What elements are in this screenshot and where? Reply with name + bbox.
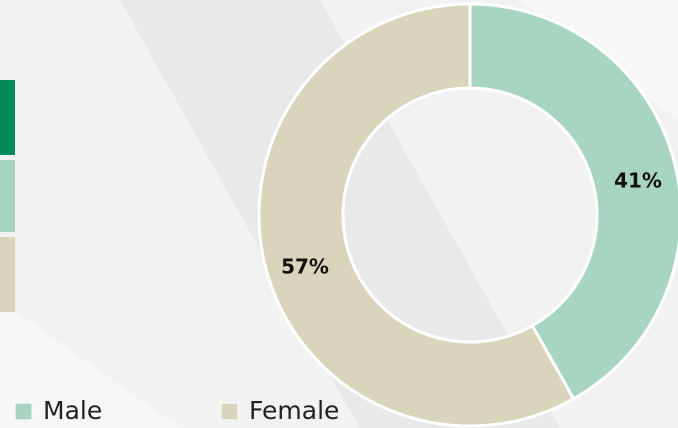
legend-label: Female: [249, 396, 339, 425]
swatch-box: [0, 160, 15, 232]
value-label: 57%: [281, 255, 329, 279]
donut-segment: [257, 2, 576, 428]
value-label: 41%: [614, 169, 662, 193]
swatch-box: [0, 237, 15, 312]
legend: Male Female: [14, 396, 339, 425]
donut: 41% 57%: [257, 2, 678, 428]
legend-swatch: [220, 402, 239, 421]
legend-label: Male: [43, 396, 102, 425]
background-band: [0, 300, 180, 428]
swatch-box: [0, 80, 15, 155]
donut-segment: [468, 2, 678, 401]
legend-swatch: [14, 402, 33, 421]
